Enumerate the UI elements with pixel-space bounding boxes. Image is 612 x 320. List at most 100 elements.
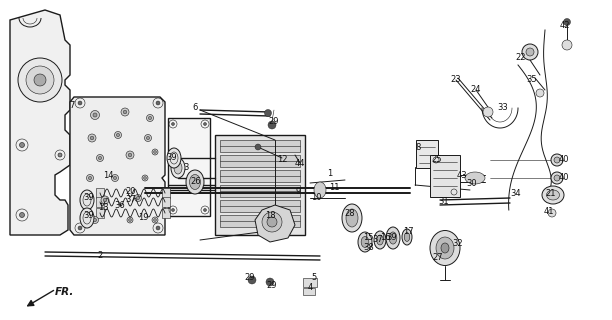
Text: 21: 21	[546, 188, 556, 197]
Text: 12: 12	[277, 155, 287, 164]
Circle shape	[149, 116, 152, 120]
Circle shape	[171, 209, 174, 212]
Text: 27: 27	[433, 252, 443, 261]
Circle shape	[34, 74, 46, 86]
Text: 39: 39	[387, 234, 397, 243]
Text: 30: 30	[467, 180, 477, 188]
Ellipse shape	[80, 208, 94, 228]
Circle shape	[94, 219, 97, 221]
Bar	[162, 208, 170, 218]
Polygon shape	[70, 97, 165, 235]
Text: 29: 29	[267, 281, 277, 290]
Ellipse shape	[361, 236, 369, 247]
Circle shape	[248, 276, 256, 284]
Circle shape	[128, 153, 132, 157]
Ellipse shape	[441, 243, 449, 253]
Circle shape	[97, 155, 103, 162]
Bar	[220, 140, 300, 152]
Text: 29: 29	[269, 117, 279, 126]
Circle shape	[92, 217, 99, 223]
Circle shape	[262, 212, 282, 232]
Circle shape	[142, 175, 148, 181]
Ellipse shape	[358, 232, 372, 252]
Circle shape	[58, 153, 62, 157]
Text: 34: 34	[510, 189, 521, 198]
Text: 37: 37	[125, 196, 136, 204]
Text: 40: 40	[559, 156, 569, 164]
Text: 7: 7	[69, 100, 75, 109]
Ellipse shape	[342, 204, 362, 232]
Text: 33: 33	[498, 102, 509, 111]
Bar	[96, 197, 104, 207]
Circle shape	[152, 217, 158, 223]
Text: 9: 9	[296, 188, 300, 196]
Circle shape	[171, 123, 174, 125]
Text: 44: 44	[295, 158, 305, 167]
Circle shape	[116, 133, 119, 137]
Circle shape	[522, 44, 538, 60]
Bar	[303, 278, 317, 287]
Text: 14: 14	[103, 171, 113, 180]
Circle shape	[111, 174, 119, 181]
Circle shape	[204, 123, 206, 125]
Text: 41: 41	[543, 207, 554, 217]
Bar	[96, 188, 104, 198]
Ellipse shape	[171, 158, 185, 178]
Circle shape	[88, 176, 92, 180]
Ellipse shape	[542, 186, 564, 204]
Text: 20: 20	[125, 188, 136, 196]
Text: 39: 39	[166, 154, 177, 163]
Ellipse shape	[430, 230, 460, 266]
Circle shape	[123, 110, 127, 114]
Text: 35: 35	[527, 76, 537, 84]
Circle shape	[156, 226, 160, 230]
Text: 11: 11	[329, 183, 339, 193]
Polygon shape	[255, 205, 295, 242]
Circle shape	[90, 136, 94, 140]
Circle shape	[548, 209, 556, 217]
Bar	[416, 140, 438, 168]
Circle shape	[78, 226, 82, 230]
Circle shape	[136, 196, 140, 200]
Text: 5: 5	[312, 273, 316, 282]
Text: 42: 42	[560, 20, 570, 29]
Circle shape	[268, 121, 276, 129]
Circle shape	[86, 174, 94, 181]
Text: 19: 19	[138, 213, 148, 222]
Circle shape	[483, 107, 493, 117]
Ellipse shape	[186, 170, 204, 194]
Circle shape	[135, 195, 141, 202]
Bar	[96, 208, 104, 218]
Circle shape	[88, 134, 96, 142]
Circle shape	[146, 136, 149, 140]
Text: 15: 15	[363, 234, 373, 243]
Circle shape	[554, 157, 560, 163]
Circle shape	[564, 19, 570, 26]
Ellipse shape	[389, 232, 397, 244]
Bar	[215, 135, 305, 235]
Text: 6: 6	[192, 102, 198, 111]
Ellipse shape	[190, 174, 201, 189]
Text: 3: 3	[184, 164, 188, 172]
Text: 23: 23	[450, 76, 461, 84]
Circle shape	[154, 219, 156, 221]
Text: 10: 10	[311, 193, 321, 202]
Text: 43: 43	[457, 171, 468, 180]
Circle shape	[93, 113, 97, 117]
Circle shape	[146, 115, 154, 122]
Text: 39: 39	[84, 211, 94, 220]
Ellipse shape	[386, 227, 400, 249]
Text: 1: 1	[327, 169, 333, 178]
Circle shape	[129, 219, 132, 221]
Circle shape	[551, 172, 563, 184]
Bar	[430, 155, 460, 197]
Ellipse shape	[405, 233, 410, 241]
Text: 25: 25	[431, 156, 442, 164]
Circle shape	[126, 151, 134, 159]
Ellipse shape	[80, 190, 94, 210]
Circle shape	[18, 58, 62, 102]
Circle shape	[121, 108, 129, 116]
Ellipse shape	[167, 148, 181, 168]
Text: 13: 13	[98, 204, 108, 212]
Polygon shape	[10, 10, 70, 235]
